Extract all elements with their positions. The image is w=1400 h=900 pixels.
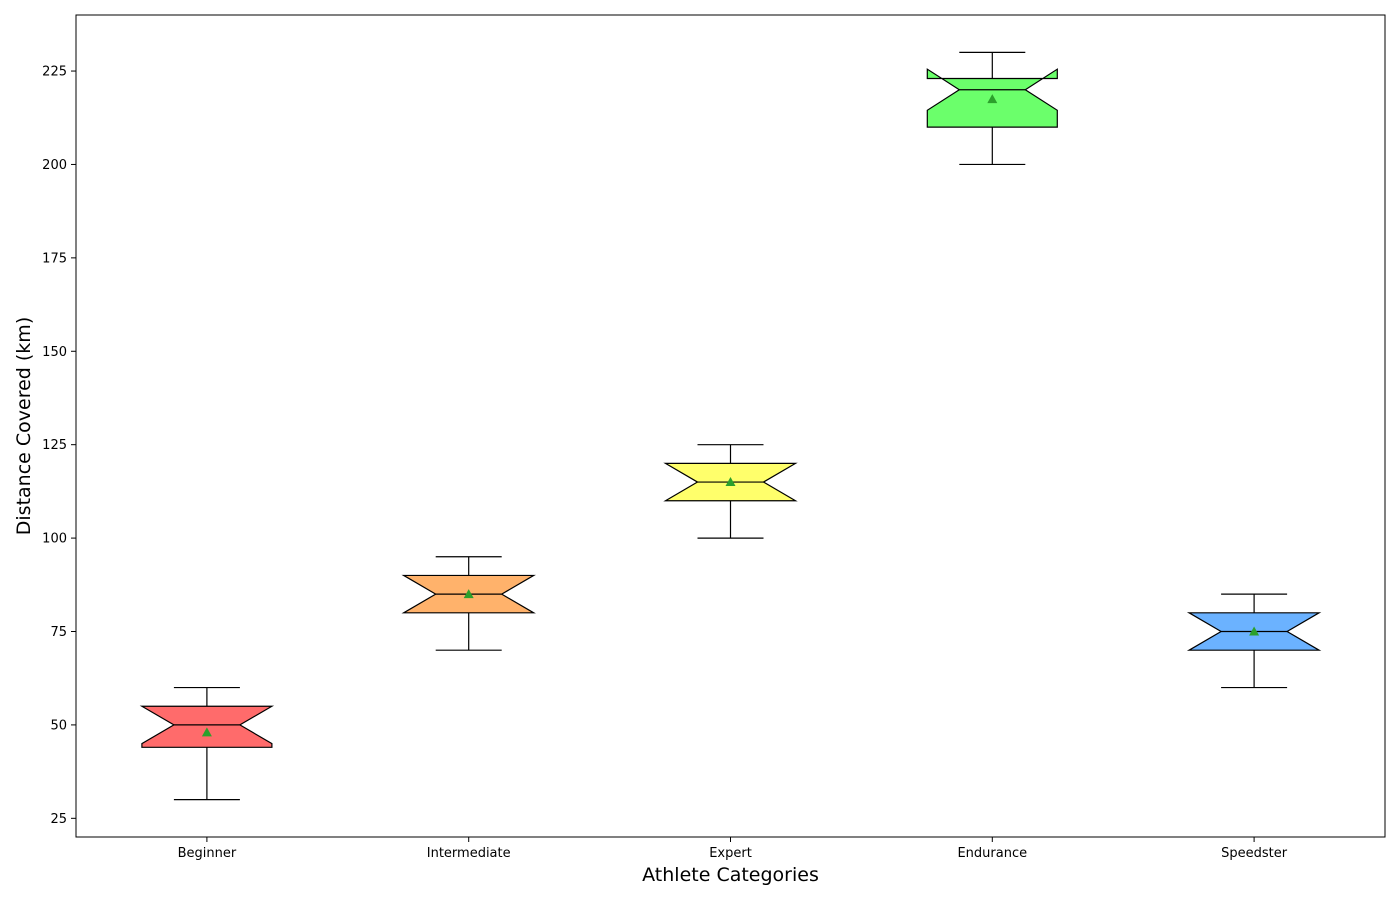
- box-body: [139, 705, 275, 748]
- box-group-intermediate: [401, 556, 536, 651]
- y-tick-label: 125: [42, 438, 67, 453]
- y-tick-label: 175: [42, 251, 67, 266]
- y-tick-label: 25: [50, 812, 67, 827]
- mean-marker: [1249, 626, 1260, 636]
- x-tick-label: Expert: [709, 846, 752, 861]
- y-tick-label: 200: [42, 158, 67, 173]
- y-tick-label: 225: [42, 65, 67, 80]
- mean-marker: [725, 477, 736, 487]
- boxes-layer: [139, 51, 1322, 801]
- x-tick-label: Speedster: [1221, 846, 1288, 861]
- mean-marker: [463, 589, 474, 599]
- y-tick-label: 150: [42, 345, 67, 360]
- box-group-beginner: [139, 686, 275, 801]
- y-tick-label: 75: [50, 625, 67, 640]
- x-tick-label: Beginner: [178, 846, 237, 861]
- y-axis: 25 50 75 100 125 150 175 200 225: [42, 65, 76, 827]
- x-axis-title: Athlete Categories: [642, 864, 819, 886]
- y-axis-title: Distance Covered (km): [13, 317, 35, 535]
- x-tick-label: Intermediate: [427, 846, 511, 861]
- mean-marker: [987, 94, 998, 104]
- box-group-endurance: [926, 51, 1058, 166]
- mean-marker: [201, 727, 212, 737]
- y-tick-label: 50: [50, 718, 67, 733]
- x-tick-label: Endurance: [957, 846, 1027, 861]
- box-group-expert: [663, 444, 798, 539]
- x-axis: Beginner Intermediate Expert Endurance Speed…: [178, 837, 1288, 861]
- box-group-speedster: [1186, 593, 1322, 689]
- y-tick-label: 100: [42, 532, 67, 547]
